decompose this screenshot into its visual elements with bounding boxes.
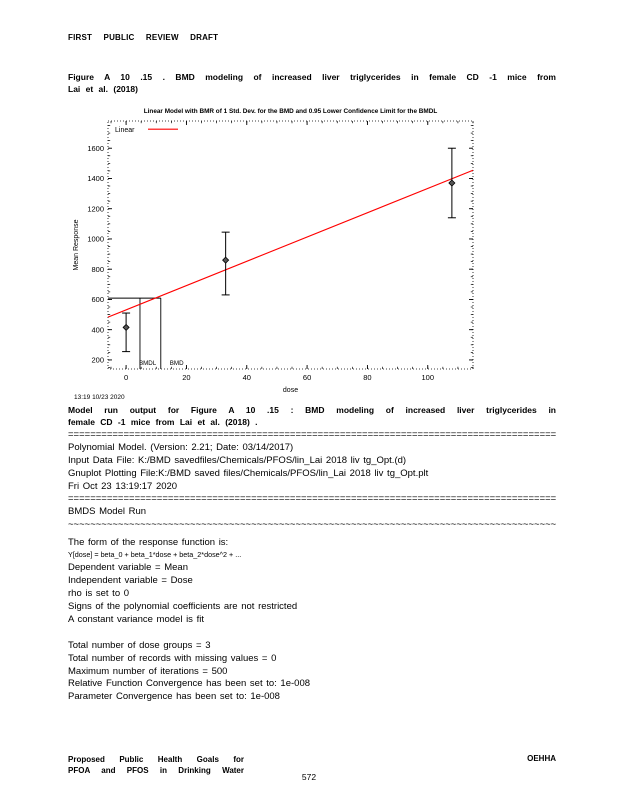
separator-line: ========================================… xyxy=(68,429,556,440)
output-line-formula: Y[dose] = beta_0 + beta_1*dose + beta_2*… xyxy=(68,549,242,559)
x-axis-label: dose xyxy=(283,387,298,394)
y-tick-label: 1000 xyxy=(87,235,104,244)
x-tick-label: 0 xyxy=(124,373,128,382)
legend-label: Linear xyxy=(115,127,135,134)
y-axis-label: Mean Response xyxy=(73,219,80,270)
y-tick-label: 1600 xyxy=(87,144,104,153)
footer-title-line2: PFOA and PFOS in Drinking Water xyxy=(68,766,244,775)
output-line-input-file: Input Data File: K:/BMD savedfiles/Chemi… xyxy=(68,454,407,466)
y-tick-label: 800 xyxy=(91,265,104,274)
output-line-form: The form of the response function is: xyxy=(68,536,229,548)
chart-timestamp: 13:19 10/23 2020 xyxy=(74,394,125,401)
y-tick-label: 1200 xyxy=(87,204,104,213)
separator-line: ========================================… xyxy=(68,493,556,505)
x-tick-label: 40 xyxy=(243,373,251,382)
chart-title: Linear Model with BMR of 1 Std. Dev. for… xyxy=(144,108,438,115)
bmdl-label: BMDL xyxy=(139,360,157,367)
output-line-signs: Signs of the polynomial coefficients are… xyxy=(68,601,298,613)
plot-frame xyxy=(107,120,474,370)
output-line-dose-groups: Total number of dose groups = 3 xyxy=(68,639,211,651)
output-line-missing-values: Total number of records with missing val… xyxy=(68,652,277,664)
figure-caption-line2: Lai et al. (2018) xyxy=(68,83,138,94)
y-tick-label: 600 xyxy=(91,295,104,304)
footer-title-line1: Proposed Public Health Goals for xyxy=(68,755,244,764)
bmd-chart-svg: 0 20 40 60 80 100 200 400 600 800 1000 1200 1400 1600… xyxy=(73,108,474,401)
x-tick-label: 100 xyxy=(421,373,434,382)
bmds-model-run-heading: BMDS Model Run xyxy=(68,506,147,518)
output-line-rho: rho is set to 0 xyxy=(68,588,130,600)
draft-watermark-header: FIRST PUBLIC REVIEW DRAFT xyxy=(68,33,219,42)
output-line-independent: Independent variable = Dose xyxy=(68,575,193,587)
separator-tilde-line: ~~~~~~~~~~~~~~~~~~~~~~~~~~~~~~~~~~~~~~~~… xyxy=(68,519,556,531)
data-point xyxy=(448,179,456,187)
footer-agency-label: OEHHA xyxy=(527,754,556,763)
x-tick-label: 60 xyxy=(303,373,311,382)
output-line-rel-convergence: Relative Function Convergence has been s… xyxy=(68,678,311,690)
footer-document-title: Proposed Public Health Goals for PFOA an… xyxy=(68,754,244,776)
output-line-iterations: Maximum number of iterations = 500 xyxy=(68,665,228,677)
output-line-param-convergence: Parameter Convergence has been set to: 1… xyxy=(68,691,280,703)
data-point xyxy=(122,323,130,331)
x-tick-label: 80 xyxy=(363,373,371,382)
output-line-gnuplot-file: Gnuplot Plotting File:K:/BMD saved files… xyxy=(68,467,429,479)
output-line-run-date: Fri Oct 23 13:19:17 2020 xyxy=(68,480,178,492)
spacer xyxy=(68,627,556,640)
model-run-caption: Model run output for Figure A 10 .15 : B… xyxy=(68,404,556,428)
page-number: 572 xyxy=(301,772,317,782)
output-line-model-version: Polynomial Model. (Version: 2.21; Date: … xyxy=(68,441,294,453)
data-point xyxy=(222,256,230,264)
figure-caption: Figure A 10 .15 . BMD modeling of increa… xyxy=(68,72,556,95)
fit-line xyxy=(107,169,474,318)
model-run-caption-line2: female CD -1 mice from Lai et al. (2018)… xyxy=(68,417,258,427)
bmd-model-chart: 0 20 40 60 80 100 200 400 600 800 1000 1200 1400 1600… xyxy=(64,103,564,403)
model-run-caption-line1: Model run output for Figure A 10 .15 : B… xyxy=(68,405,556,415)
y-tick-label: 200 xyxy=(91,356,104,365)
y-tick-label: 400 xyxy=(91,325,104,334)
bmd-label: BMD xyxy=(170,360,184,367)
output-line-dependent: Dependent variable = Mean xyxy=(68,562,188,574)
model-output-block: ========================================… xyxy=(68,429,556,704)
x-tick-label: 20 xyxy=(182,373,190,382)
y-tick-label: 1400 xyxy=(87,174,104,183)
figure-caption-line1: Figure A 10 .15 . BMD modeling of increa… xyxy=(68,72,556,82)
output-line-variance: A constant variance model is fit xyxy=(68,613,204,625)
